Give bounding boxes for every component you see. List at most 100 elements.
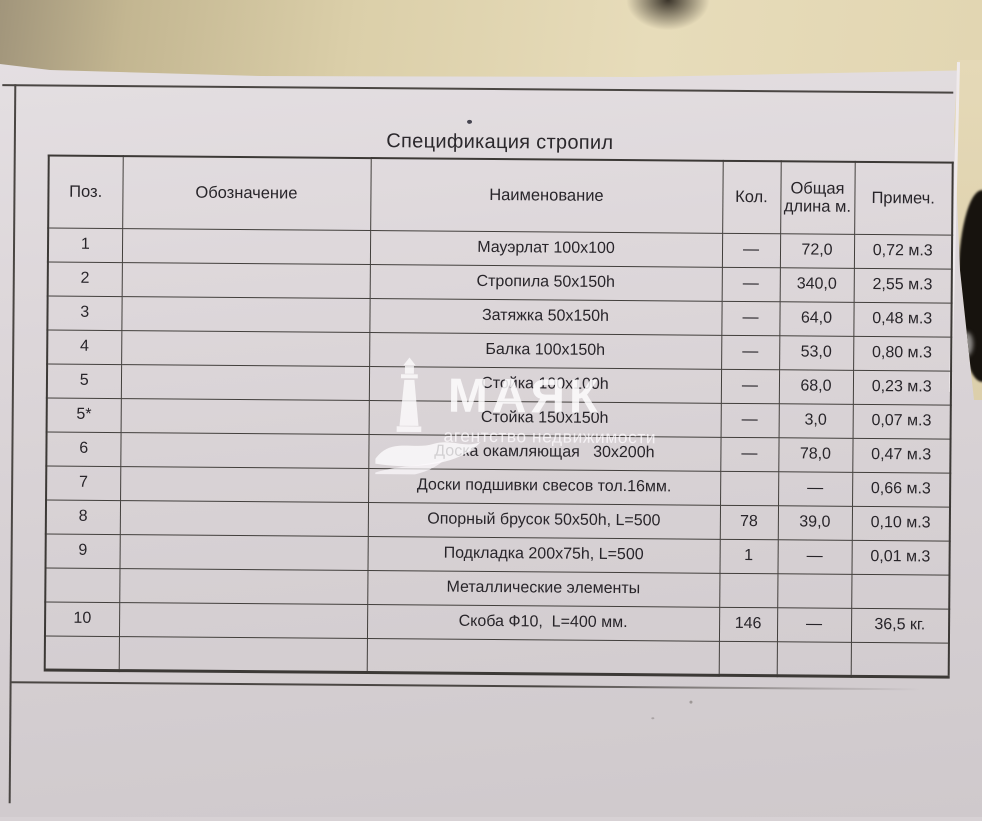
designation-cell xyxy=(121,228,371,265)
note-cell: 0,23 м.3 xyxy=(852,369,952,405)
name-cell: Мауэрлат 100х100 xyxy=(369,230,723,267)
quantity-cell: — xyxy=(720,402,779,438)
quantity-cell: 78 xyxy=(719,504,779,540)
note-cell xyxy=(850,641,949,677)
col-header-quantity: Кол. xyxy=(722,160,781,234)
name-cell: Доска окамляющая 30х200h xyxy=(368,434,721,471)
drawing-frame-bottom-line xyxy=(10,681,921,691)
length-cell: 68,0 xyxy=(778,369,854,404)
position-cell: 9 xyxy=(45,533,120,569)
table-row xyxy=(44,635,949,677)
name-cell: Подкладка 200х75h, L=500 xyxy=(367,536,720,573)
designation-cell xyxy=(121,262,370,299)
designation-cell xyxy=(119,534,368,571)
name-cell: Стойка 150х150h xyxy=(368,400,721,437)
spec-table: Поз. Обозначение Наименование Кол. Общая… xyxy=(43,154,954,679)
length-cell: 53,0 xyxy=(779,335,854,370)
position-cell: 8 xyxy=(45,499,121,535)
name-cell: Доски подшивки свесов тол.16мм. xyxy=(368,468,721,505)
quantity-cell: — xyxy=(721,300,780,336)
ink-dot xyxy=(467,119,473,124)
position-cell xyxy=(45,567,120,603)
length-cell: 39,0 xyxy=(777,505,853,540)
note-cell: 0,72 м.3 xyxy=(853,233,953,269)
paper-speck xyxy=(689,700,693,704)
note-cell: 0,47 м.3 xyxy=(852,437,951,473)
position-cell: 5* xyxy=(46,397,121,433)
quantity-cell xyxy=(718,640,777,676)
name-cell: Опорный брусок 50х50h, L=500 xyxy=(367,502,721,539)
length-cell xyxy=(776,641,851,676)
length-cell: 78,0 xyxy=(778,437,853,472)
designation-cell xyxy=(118,636,367,673)
designation-cell xyxy=(119,568,368,605)
note-cell: 0,10 м.3 xyxy=(851,505,951,541)
name-cell: Металлические элементы xyxy=(367,570,720,607)
quantity-cell xyxy=(719,572,778,608)
name-cell: Стропила 50х150h xyxy=(369,264,722,301)
length-cell: — xyxy=(778,471,853,506)
designation-cell xyxy=(120,398,369,435)
col-header-note: Примеч. xyxy=(854,161,953,235)
length-cell: — xyxy=(776,607,852,642)
position-cell: 6 xyxy=(46,431,121,467)
designation-cell xyxy=(118,602,368,639)
note-cell: 0,07 м.3 xyxy=(852,403,951,439)
page-title: Спецификация стропил xyxy=(386,130,614,154)
length-cell: 64,0 xyxy=(779,301,854,336)
note-cell: 2,55 м.3 xyxy=(853,267,952,303)
header-row: Поз. Обозначение Наименование Кол. Общая… xyxy=(48,155,953,235)
col-header-name: Наименование xyxy=(370,158,723,233)
drawing-frame-top-line xyxy=(2,84,954,94)
name-cell: Затяжка 50х150h xyxy=(369,298,722,335)
note-cell: 0,66 м.3 xyxy=(852,471,951,507)
position-cell: 5 xyxy=(46,363,122,399)
position-cell: 4 xyxy=(47,329,122,365)
position-cell: 1 xyxy=(47,227,123,263)
designation-cell xyxy=(121,330,370,367)
spec-table-header: Поз. Обозначение Наименование Кол. Общая… xyxy=(48,155,953,235)
designation-cell xyxy=(120,432,369,469)
quantity-cell: — xyxy=(721,232,781,268)
drawing-frame-left-line xyxy=(8,84,17,804)
designation-cell xyxy=(119,500,369,537)
quantity-cell: 1 xyxy=(719,538,778,574)
position-cell xyxy=(44,635,119,671)
note-cell: 0,80 м.3 xyxy=(853,335,952,371)
length-cell: — xyxy=(777,539,852,574)
quantity-cell xyxy=(720,470,779,506)
length-cell: 340,0 xyxy=(779,267,854,302)
designation-cell xyxy=(120,466,369,503)
length-cell: 72,0 xyxy=(779,233,855,268)
quantity-cell: — xyxy=(721,266,780,302)
table-surface-background xyxy=(0,0,982,77)
position-cell: 2 xyxy=(47,261,122,297)
note-cell: 36,5 кг. xyxy=(850,607,950,643)
name-cell: Стойка 100х100h xyxy=(368,366,722,403)
position-cell: 3 xyxy=(47,295,122,331)
quantity-cell: — xyxy=(720,368,780,404)
position-cell: 7 xyxy=(46,465,121,501)
position-cell: 10 xyxy=(44,601,120,637)
quantity-cell: — xyxy=(721,334,780,370)
quantity-cell: 146 xyxy=(718,606,778,642)
name-cell xyxy=(366,638,719,675)
designation-cell xyxy=(120,364,370,401)
quantity-cell: — xyxy=(720,436,779,472)
length-cell xyxy=(777,573,852,608)
designation-cell xyxy=(121,296,370,333)
name-cell: Балка 100х150h xyxy=(369,332,722,369)
col-header-position: Поз. xyxy=(48,155,123,229)
note-cell xyxy=(851,573,950,609)
name-cell: Скоба Ф10, L=400 мм. xyxy=(366,604,720,641)
paper-speck xyxy=(651,717,655,720)
note-cell: 0,01 м.3 xyxy=(851,539,950,575)
note-cell: 0,48 м.3 xyxy=(853,301,952,337)
spec-table-body: 1 Мауэрлат 100х100—72,0 0,72 м.3 2 Стропила … xyxy=(44,227,953,677)
paper-sheet xyxy=(0,58,982,817)
col-header-designation: Обозначение xyxy=(122,156,371,231)
col-header-total-length: Общая длина м. xyxy=(780,161,855,234)
length-cell: 3,0 xyxy=(778,403,853,438)
